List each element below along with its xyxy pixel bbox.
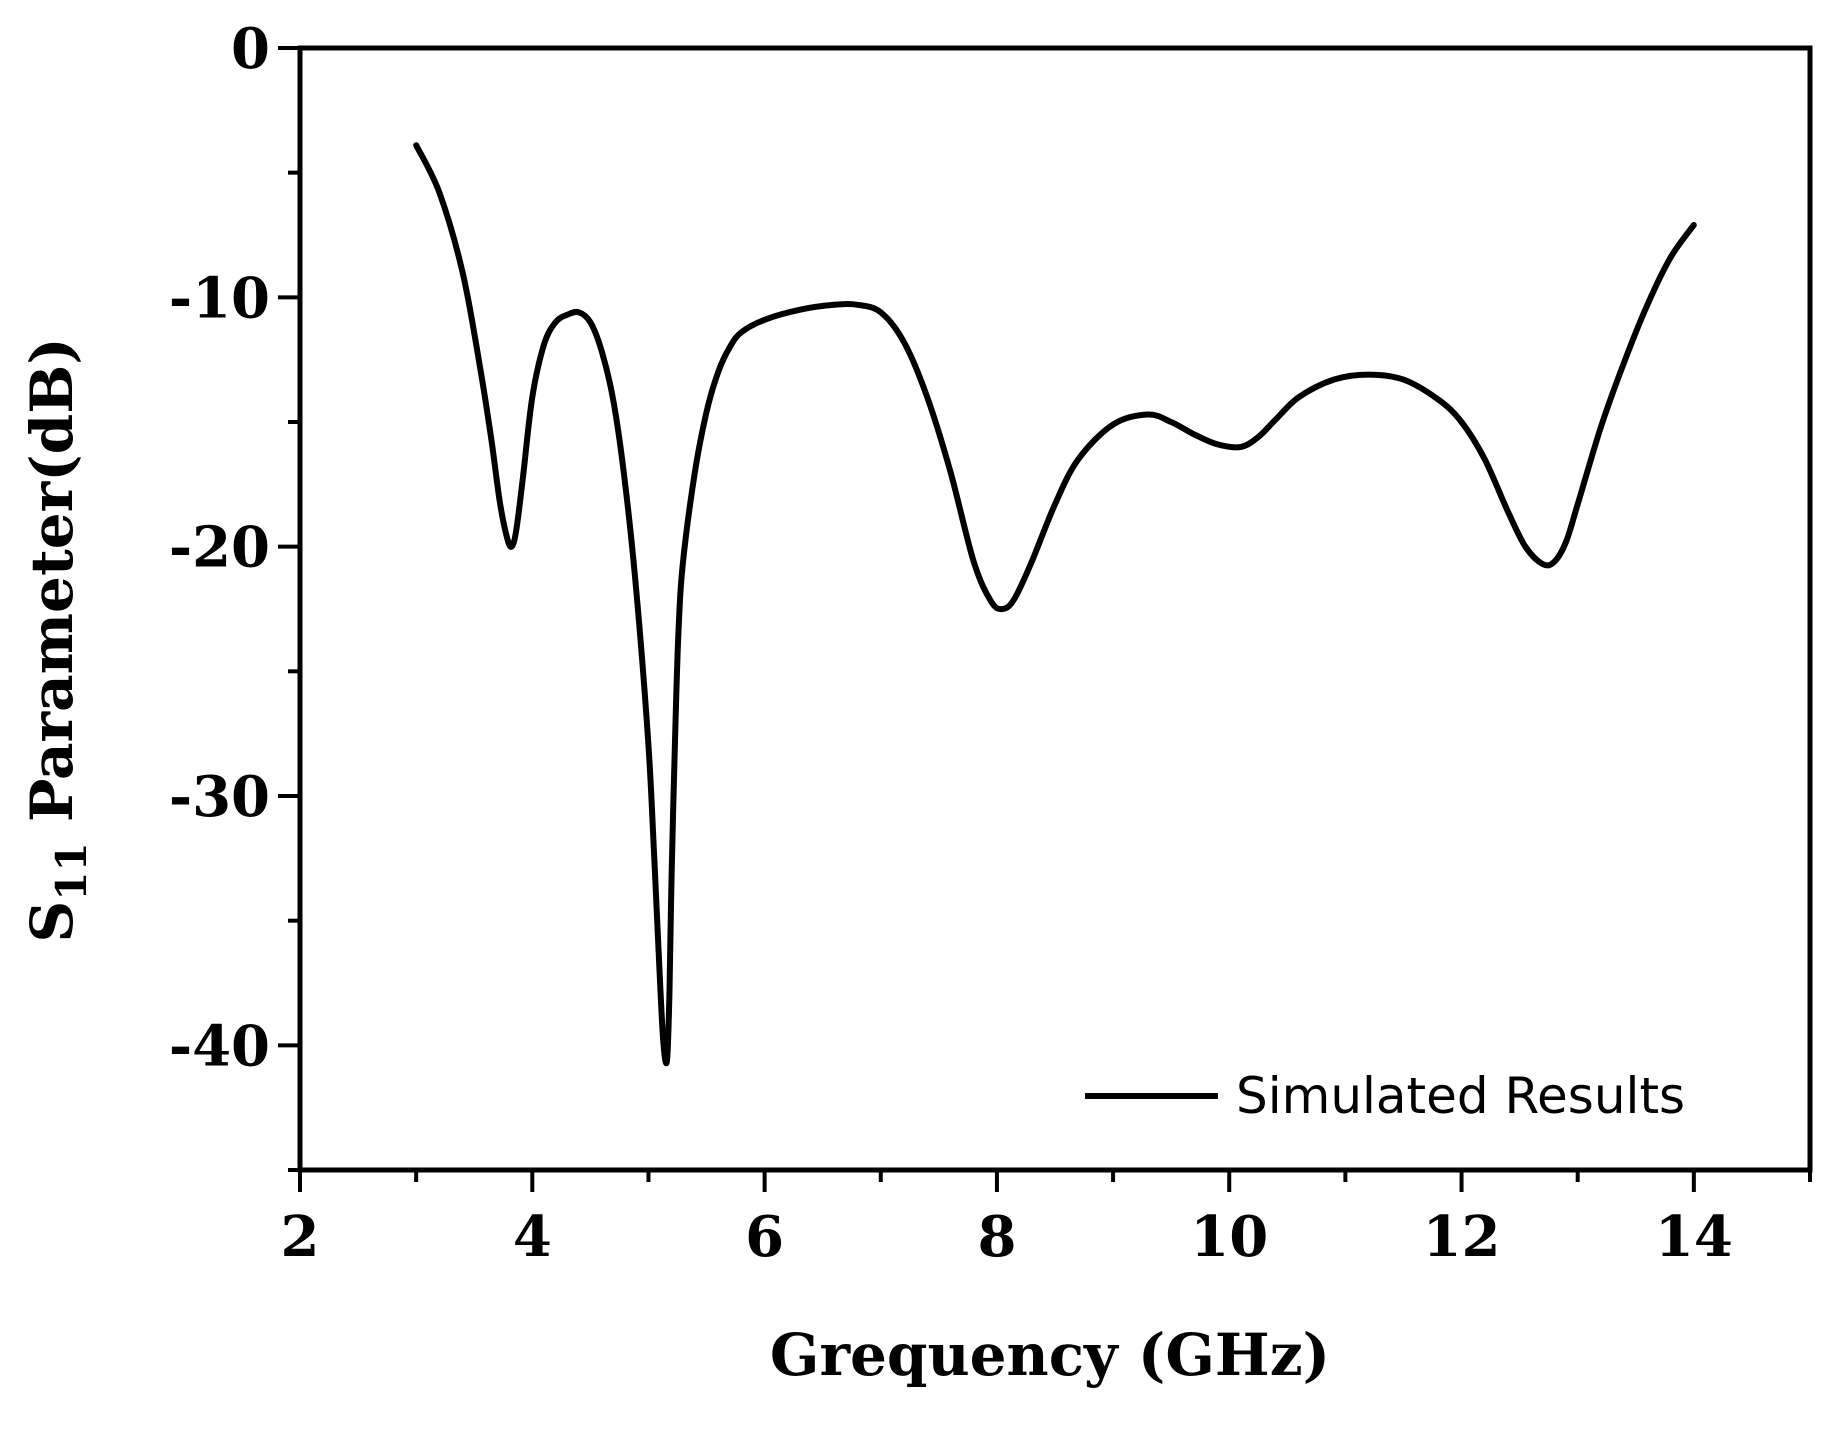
x-tick-label: 12 [1423,1204,1501,1270]
x-tick-label: 6 [745,1204,784,1270]
y-tick-label: -40 [169,1013,270,1079]
x-tick-label: 14 [1655,1204,1733,1270]
y-tick-label: -20 [169,515,270,581]
x-axis-ticks: 2 4 6 8 10 12 14 [281,1170,1812,1270]
legend: Simulated Results [1085,1067,1685,1125]
series-line-simulated-results [413,142,1697,1067]
series-layer [413,142,1697,1067]
y-axis-title-main: S [18,901,86,943]
y-axis-ticks: 0 -10 -20 -30 -40 [169,16,300,1172]
y-axis-title-rest: Parameter(dB) [18,337,86,842]
plot-border [297,45,1813,1173]
x-tick-label: 4 [513,1204,552,1270]
y-tick-label: -10 [169,265,270,331]
y-tick-label: 0 [231,16,270,82]
y-tick-label: -30 [169,764,270,830]
x-tick-label: 10 [1190,1204,1268,1270]
x-axis-title: Grequency (GHz) [770,1321,1330,1389]
y-axis-title-subscript: 11 [47,842,96,900]
y-axis-title: S11 Parameter(dB) [18,337,96,942]
x-tick-label: 8 [977,1204,1016,1270]
legend-label-simulated-results: Simulated Results [1236,1067,1685,1125]
plot-frame [297,45,1813,1173]
x-tick-label: 2 [281,1204,320,1270]
